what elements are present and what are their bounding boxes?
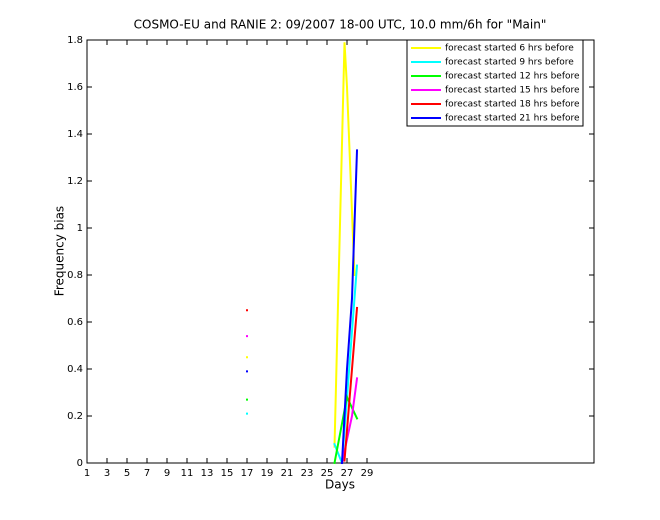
x-tick-label: 7 [144, 468, 150, 479]
x-axis-label: Days [325, 478, 355, 492]
x-tick-label: 27 [341, 468, 354, 479]
y-tick-label: 1.8 [67, 35, 83, 46]
x-tick-label: 19 [261, 468, 274, 479]
x-tick-label: 17 [241, 468, 254, 479]
y-tick-label: 0.8 [67, 270, 83, 281]
series-line [246, 393, 359, 465]
y-axis-label: Frequency bias [53, 206, 67, 296]
y-tick-label: 1.4 [67, 129, 83, 140]
legend-label: forecast started 21 hrs before [445, 114, 580, 124]
x-tick-label: 25 [321, 468, 334, 479]
legend-label: forecast started 6 hrs before [445, 44, 574, 54]
x-tick-label: 11 [181, 468, 194, 479]
legend-label: forecast started 9 hrs before [445, 58, 574, 68]
legend-label: forecast started 12 hrs before [445, 72, 580, 82]
x-tick-label: 23 [301, 468, 314, 479]
y-tick-label: 0 [77, 458, 83, 469]
series-line [246, 306, 359, 462]
y-tick-label: 1.2 [67, 176, 83, 187]
x-tick-label: 9 [164, 468, 170, 479]
y-tick-label: 1.6 [67, 82, 83, 93]
x-tick-label: 29 [361, 468, 374, 479]
x-tick-label: 5 [124, 468, 130, 479]
y-tick-label: 0.6 [67, 317, 83, 328]
x-tick-label: 15 [221, 468, 234, 479]
x-tick-label: 1 [84, 468, 90, 479]
x-tick-label: 21 [281, 468, 294, 479]
series-line [246, 149, 359, 465]
y-tick-label: 0.4 [67, 364, 83, 375]
chart-title: COSMO-EU and RANIE 2: 09/2007 18-00 UTC,… [134, 18, 547, 32]
y-tick-label: 0.2 [67, 411, 83, 422]
y-tick-label: 1 [77, 223, 83, 234]
series-line [246, 42, 356, 448]
legend-label: forecast started 18 hrs before [445, 100, 580, 110]
axes-box [86, 39, 595, 464]
legend-label: forecast started 15 hrs before [445, 86, 580, 96]
x-tick-label: 13 [201, 468, 214, 479]
x-tick-label: 3 [104, 468, 110, 479]
legend-box [406, 39, 584, 127]
